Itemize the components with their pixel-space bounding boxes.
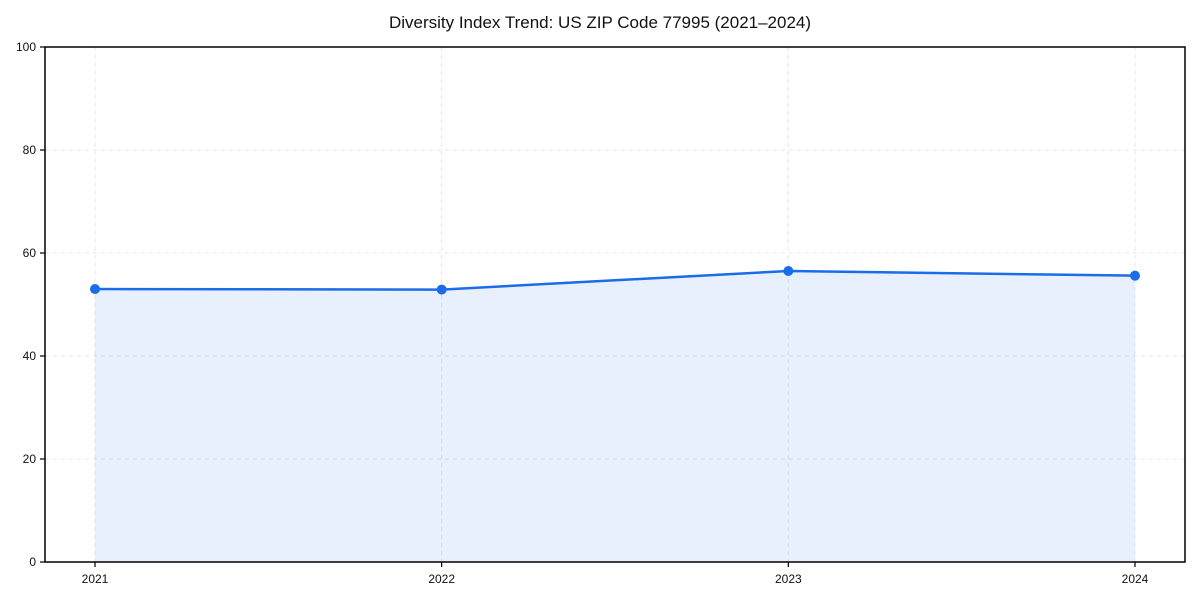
x-tick-label: 2021 — [82, 572, 109, 586]
y-tick-label: 0 — [29, 555, 36, 569]
trend-line — [93, 269, 1137, 291]
data-point-marker — [783, 266, 794, 277]
x-tick-label: 2022 — [428, 572, 455, 586]
y-tick-label: 20 — [23, 452, 37, 466]
chart-title: Diversity Index Trend: US ZIP Code 77995… — [388, 13, 812, 32]
data-point-marker — [1130, 270, 1140, 281]
plot-border — [44, 46, 1186, 563]
x-tick-label: 2024 — [1122, 572, 1149, 586]
data-point-marker — [436, 284, 447, 295]
y-tick-label: 80 — [23, 143, 37, 157]
data-point-marker — [90, 284, 100, 295]
y-tick-label: 100 — [16, 40, 36, 54]
area-fill — [95, 271, 1135, 562]
x-tick-label: 2023 — [775, 572, 802, 586]
y-tick-label: 60 — [23, 246, 37, 260]
y-tick-label: 40 — [23, 349, 37, 363]
